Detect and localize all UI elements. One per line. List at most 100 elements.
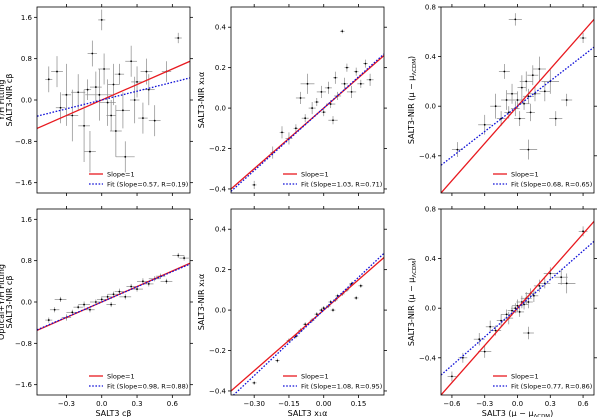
data-point (369, 78, 371, 81)
legend-label-slope: Slope=1 (511, 170, 539, 178)
y-axis-label: SALT3-NIR cβ (5, 276, 14, 329)
data-point (253, 381, 256, 384)
y-tick-label: 0.8 (425, 4, 436, 12)
data-point (59, 298, 62, 301)
data-point (276, 359, 279, 362)
y-tick-label: 1.6 (21, 14, 33, 22)
data-point (315, 313, 318, 316)
panel-3: −0.4 0.0 0.4 0.8 SALT3-NIR (μ − μΛCDM) Slope=… (407, 4, 597, 196)
data-point (47, 78, 50, 81)
row-label: Optical+Y/H Fitting (0, 264, 6, 340)
data-point (582, 37, 584, 39)
fit-line (231, 53, 384, 192)
data-point (505, 313, 508, 316)
data-point (114, 130, 117, 132)
slope-one-line (231, 257, 384, 392)
legend-label-fit: Fit (Slope=1.08, R=0.95) (301, 382, 382, 390)
x-tick-label: −0.3 (476, 400, 493, 408)
data-point (346, 66, 348, 69)
panel-4: −0.3 0.0 0.3 0.6 −1.6 −0.8 0.0 0.8 1.6 SALT3-NIR … (0, 206, 193, 417)
panel-2: −0.4 −0.2 0.0 0.2 0.4 SALT3-NIR x₁α Slope=1 Fit… (197, 4, 387, 196)
data-point (329, 103, 332, 105)
y-tick-label: 0.8 (21, 55, 32, 63)
data-point (86, 88, 89, 91)
data-point (543, 90, 546, 93)
y-tick-label: 0.0 (21, 299, 32, 307)
legend-label-fit: Fit (Slope=1.03, R=0.71) (301, 180, 382, 188)
data-point (565, 282, 568, 285)
data-point (527, 148, 530, 151)
data-point (130, 60, 133, 63)
data-point (124, 295, 127, 298)
data-point (529, 111, 532, 114)
data-point (100, 298, 103, 301)
data-point (295, 127, 297, 130)
y-tick-label: 0.4 (215, 226, 227, 234)
y-tick-label: 0.4 (425, 255, 437, 263)
data-point (299, 97, 302, 99)
data-point (183, 257, 186, 259)
y-tick-label: −1.6 (15, 381, 33, 389)
data-point (494, 329, 497, 332)
data-point (147, 283, 150, 285)
data-point (53, 308, 56, 311)
data-point (315, 101, 318, 103)
data-point (538, 284, 541, 287)
data-point (83, 303, 85, 306)
data-point (489, 325, 492, 328)
y-tick-label: −0.4 (419, 354, 437, 362)
data-point (518, 311, 521, 313)
data-point (527, 332, 530, 334)
data-point (527, 95, 530, 98)
data-point (516, 304, 519, 307)
data-point (525, 80, 528, 83)
axes-frame (230, 208, 385, 396)
y-axis-label: SALT3-NIR cβ (5, 74, 14, 127)
data-point (350, 91, 353, 93)
y-tick-label: 0.0 (21, 97, 32, 105)
data-point (461, 356, 464, 359)
panel-6: −0.6 −0.3 0.0 0.3 0.6 −0.4 0.0 0.4 0.8 SALT3-NIR … (407, 206, 597, 417)
plot-area (441, 13, 594, 193)
data-point (511, 309, 513, 312)
data-point (520, 86, 523, 89)
y-tick-label: −0.4 (419, 152, 437, 160)
panel-1: −1.6 −0.8 0.0 0.8 1.6 SALT3-NIR cβY/H Fitting… (0, 4, 193, 196)
data-point (59, 106, 62, 109)
data-point (83, 124, 85, 127)
plot-area (231, 252, 384, 395)
data-point (253, 184, 256, 186)
row-label: Y/H Fitting (0, 79, 6, 121)
y-tick-label: 0.2 (215, 64, 226, 72)
data-point (451, 375, 453, 378)
x-tick-label: −0.6 (443, 400, 461, 408)
fit-line (37, 77, 190, 117)
data-point (136, 288, 138, 290)
data-point (322, 111, 325, 114)
y-tick-label: 0.4 (215, 24, 227, 32)
data-point (527, 301, 530, 303)
x-axis-label: SALT3 cβ (95, 409, 131, 417)
data-point (65, 93, 68, 96)
data-point (153, 119, 156, 122)
data-point (71, 311, 74, 314)
data-point (565, 99, 568, 101)
y-tick-label: −1.6 (15, 179, 33, 187)
data-point (142, 280, 144, 283)
data-point (122, 109, 124, 112)
data-point (523, 303, 525, 306)
y-tick-label: 0.0 (425, 305, 436, 313)
data-point (332, 309, 334, 311)
x-tick-label: 0.3 (545, 400, 556, 408)
fit-line (37, 263, 190, 331)
data-point (364, 62, 367, 65)
y-tick-label: −0.2 (209, 347, 226, 355)
data-point (130, 285, 133, 288)
y-axis-label: SALT3-NIR x₁α (197, 72, 206, 129)
data-point (483, 123, 486, 126)
x-tick-label: 0.6 (167, 400, 179, 408)
data-point (98, 93, 101, 96)
y-tick-label: 0.0 (425, 103, 436, 111)
y-tick-label: −0.8 (15, 138, 32, 146)
data-point (124, 155, 127, 158)
